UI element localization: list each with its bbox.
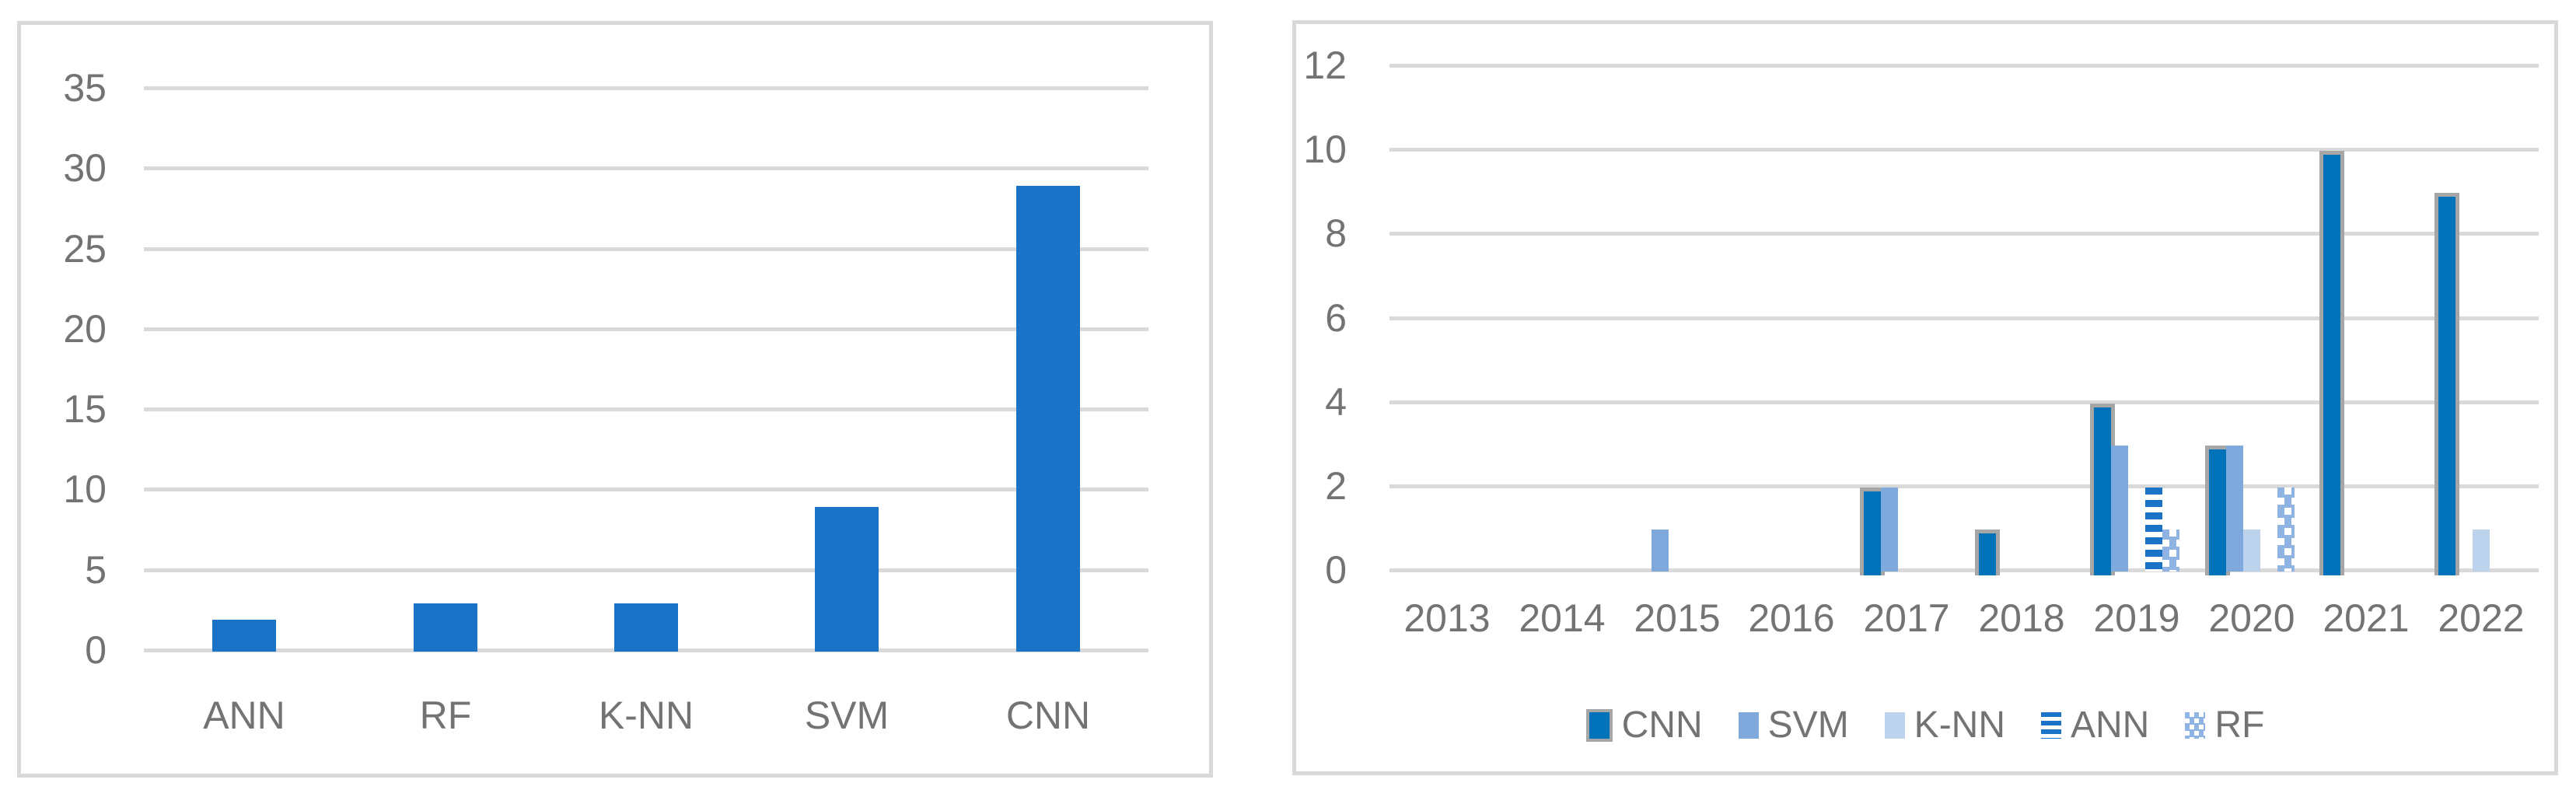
right-chart-legend: CNN SVM K-NN ANN RF <box>1296 704 2554 747</box>
x-axis-label-ann: ANN <box>203 694 285 737</box>
bar-knn-2020 <box>2243 530 2260 572</box>
gridline-5 <box>144 568 1148 572</box>
x-axis-label-2017: 2017 <box>1863 596 1950 640</box>
y-axis-tick-15: 15 <box>63 387 107 432</box>
left-chart-plot-area: 0 5 10 15 20 25 30 35 ANN RF K-NN SVM CNN <box>21 25 1209 774</box>
y-axis-tick-12: 12 <box>1303 44 1347 87</box>
legend-swatch-rf-icon <box>2185 712 2206 739</box>
x-axis-label-2022: 2022 <box>2438 596 2525 640</box>
y-axis-tick-10: 10 <box>63 467 107 512</box>
y-axis-tick-6: 6 <box>1325 295 1347 340</box>
legend-item-svm: SVM <box>1738 704 1849 747</box>
right-chart-plot-area: 0 2 4 6 8 10 12 2013 2014 2015 2016 2017 2018 2019 202… <box>1296 24 2554 771</box>
x-axis-label-2013: 2013 <box>1403 596 1491 640</box>
bar-rf <box>414 603 477 652</box>
y-axis-tick-4: 4 <box>1325 379 1347 424</box>
y-axis-tick-35: 35 <box>63 66 107 110</box>
legend-item-ann: ANN <box>2041 704 2149 747</box>
x-axis-label-cnn: CNN <box>1005 694 1091 737</box>
gridline-6 <box>1389 316 2539 320</box>
bar-knn-2022 <box>2473 530 2490 572</box>
bar-svm-2015 <box>1652 530 1669 572</box>
y-axis-tick-20: 20 <box>63 306 107 351</box>
gridline-30 <box>144 166 1148 171</box>
gridline-2 <box>1389 484 2539 488</box>
bar-rf-2020 <box>2277 488 2295 572</box>
legend-label-rf: RF <box>2214 704 2265 746</box>
x-axis-label-2015: 2015 <box>1634 596 1721 640</box>
y-axis-tick-30: 30 <box>63 146 107 191</box>
y-axis-tick-5: 5 <box>85 547 107 592</box>
y-axis-tick-8: 8 <box>1325 211 1347 256</box>
x-axis-label-k-nn: K-NN <box>598 694 694 737</box>
bar-cnn-2021 <box>2319 151 2344 575</box>
gridline-15 <box>144 407 1148 412</box>
legend-label-svm: SVM <box>1767 704 1849 746</box>
x-axis-label-2018: 2018 <box>1978 596 2065 640</box>
bar-svm <box>815 507 879 652</box>
bar-cnn <box>1016 186 1080 652</box>
bar-ann <box>212 620 276 652</box>
legend-label-cnn: CNN <box>1621 704 1703 746</box>
y-axis-tick-25: 25 <box>63 226 107 271</box>
legend-label-ann: ANN <box>2071 704 2150 746</box>
x-axis-label-2020: 2020 <box>2208 596 2295 640</box>
y-axis-tick-10: 10 <box>1303 128 1347 172</box>
bar-svm-2019 <box>2111 446 2128 572</box>
legend-item-cnn: CNN <box>1585 704 1703 747</box>
bar-k-nn <box>614 603 678 652</box>
x-axis-label-2019: 2019 <box>2093 596 2180 640</box>
x-axis-label-2021: 2021 <box>2323 596 2410 640</box>
x-axis-label-rf: RF <box>419 694 472 737</box>
legend-swatch-cnn-icon <box>1585 709 1613 742</box>
y-axis-tick-0: 0 <box>85 628 107 672</box>
legend-item-rf: RF <box>2185 704 2264 747</box>
gridline-0 <box>1389 568 2539 572</box>
bar-cnn-2018 <box>1975 530 2000 575</box>
gridline-12 <box>1389 64 2539 68</box>
x-axis-label-svm: SVM <box>804 694 890 737</box>
bar-ann-2019 <box>2145 488 2162 572</box>
bar-rf-2019 <box>2162 530 2179 572</box>
legend-label-knn: K-NN <box>1914 704 2005 746</box>
bar-cnn-2022 <box>2434 193 2459 575</box>
right-chart-panel: 0 2 4 6 8 10 12 2013 2014 2015 2016 2017 2018 2019 202… <box>1292 20 2558 775</box>
y-axis-tick-2: 2 <box>1325 463 1347 508</box>
x-axis-label-2016: 2016 <box>1748 596 1835 640</box>
y-axis-tick-0: 0 <box>1325 548 1347 592</box>
left-chart-panel: 0 5 10 15 20 25 30 35 ANN RF K-NN SVM CNN <box>17 21 1213 778</box>
gridline-10 <box>144 488 1148 492</box>
gridline-8 <box>1389 232 2539 236</box>
gridline-20 <box>144 327 1148 331</box>
legend-swatch-svm-icon <box>1738 712 1759 739</box>
gridline-4 <box>1389 400 2539 404</box>
bar-svm-2020 <box>2226 446 2243 572</box>
gridline-10 <box>1389 148 2539 152</box>
gridline-35 <box>144 86 1148 90</box>
legend-item-knn: K-NN <box>1884 704 2005 747</box>
gridline-25 <box>144 246 1148 251</box>
x-axis-label-2014: 2014 <box>1519 596 1606 640</box>
bar-svm-2017 <box>1881 488 1898 572</box>
legend-swatch-knn-icon <box>1884 712 1905 739</box>
legend-swatch-ann-icon <box>2041 712 2061 739</box>
